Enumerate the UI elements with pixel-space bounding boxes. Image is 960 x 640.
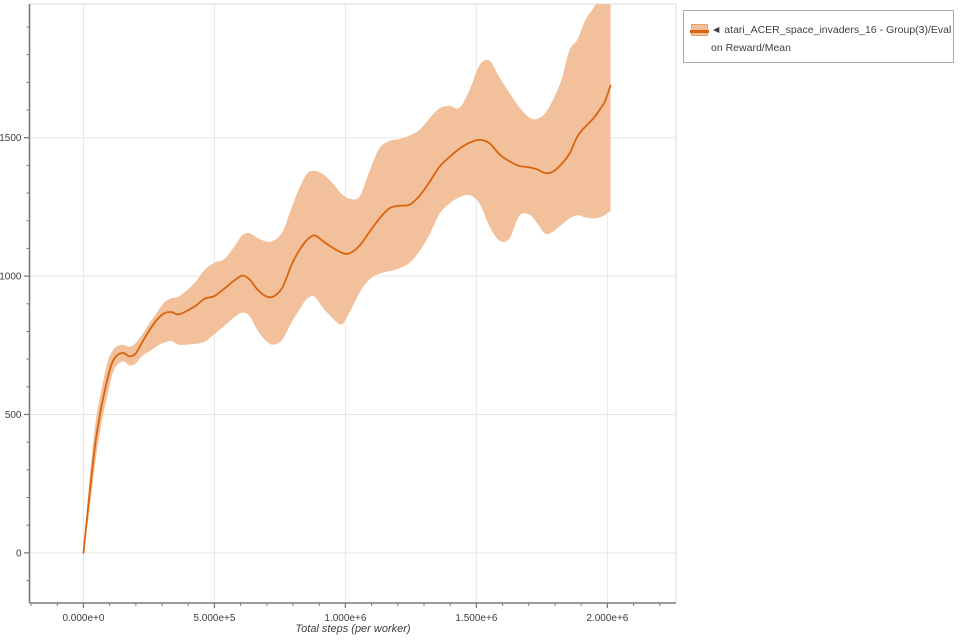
series-line-icon — [690, 29, 709, 33]
x-tick-label: 0.000e+0 — [62, 613, 104, 624]
x-tick-label: 1.000e+6 — [324, 613, 366, 624]
legend-label-line2: on Reward/Mean — [711, 42, 791, 54]
x-axis-title: Total steps (per worker) — [295, 623, 411, 635]
y-tick-label: 1000 — [0, 272, 22, 283]
y-tick-label: 1500 — [0, 133, 22, 144]
x-tick-label: 5.000e+5 — [193, 613, 235, 624]
legend-item-label[interactable]: ◄ atari_ACER_space_invaders_16 - Group(3… — [711, 21, 951, 57]
confidence-band — [83, 4, 611, 553]
legend-box[interactable]: ◄ atari_ACER_space_invaders_16 - Group(3… — [683, 10, 954, 63]
y-tick-label: 0 — [16, 548, 22, 559]
x-tick-label: 2.000e+6 — [586, 613, 628, 624]
series-swatch-icon — [690, 24, 709, 36]
y-tick-label: 500 — [5, 410, 22, 421]
legend-label-line1: ◄ atari_ACER_space_invaders_16 - Group(3… — [711, 24, 951, 36]
x-tick-label: 1.500e+6 — [455, 613, 497, 624]
mean-line — [82, 84, 612, 554]
